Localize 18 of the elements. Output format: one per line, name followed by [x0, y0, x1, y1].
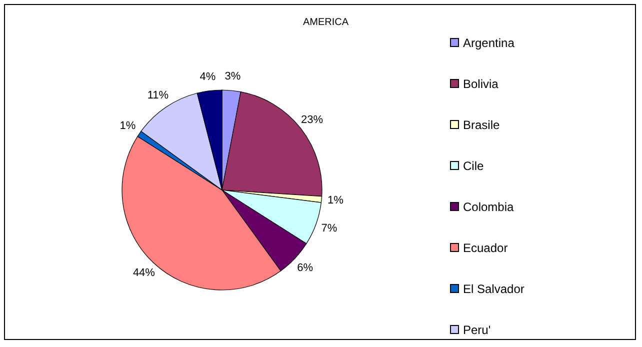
data-label: 23% [301, 114, 324, 126]
data-label: 4% [200, 70, 216, 83]
data-label: 1% [328, 194, 344, 207]
legend-label: El Salvador [463, 282, 524, 296]
data-label: 3% [224, 70, 241, 83]
legend-label: Cile [463, 158, 484, 172]
data-label: 44% [132, 267, 156, 280]
legend-label: Bolivia [463, 76, 498, 90]
legend-label: Brasile [463, 118, 500, 132]
chart-title: AMERICA [303, 17, 349, 28]
legend-label: Ecuador [463, 240, 508, 254]
legend-label: Colombia [463, 200, 514, 214]
data-label: 7% [321, 222, 338, 235]
legend-label: Peru' [463, 322, 491, 336]
data-label: 1% [120, 120, 136, 132]
data-label: 6% [297, 262, 314, 274]
legend-label: Argentina [463, 36, 514, 50]
data-label: 11% [147, 90, 169, 102]
